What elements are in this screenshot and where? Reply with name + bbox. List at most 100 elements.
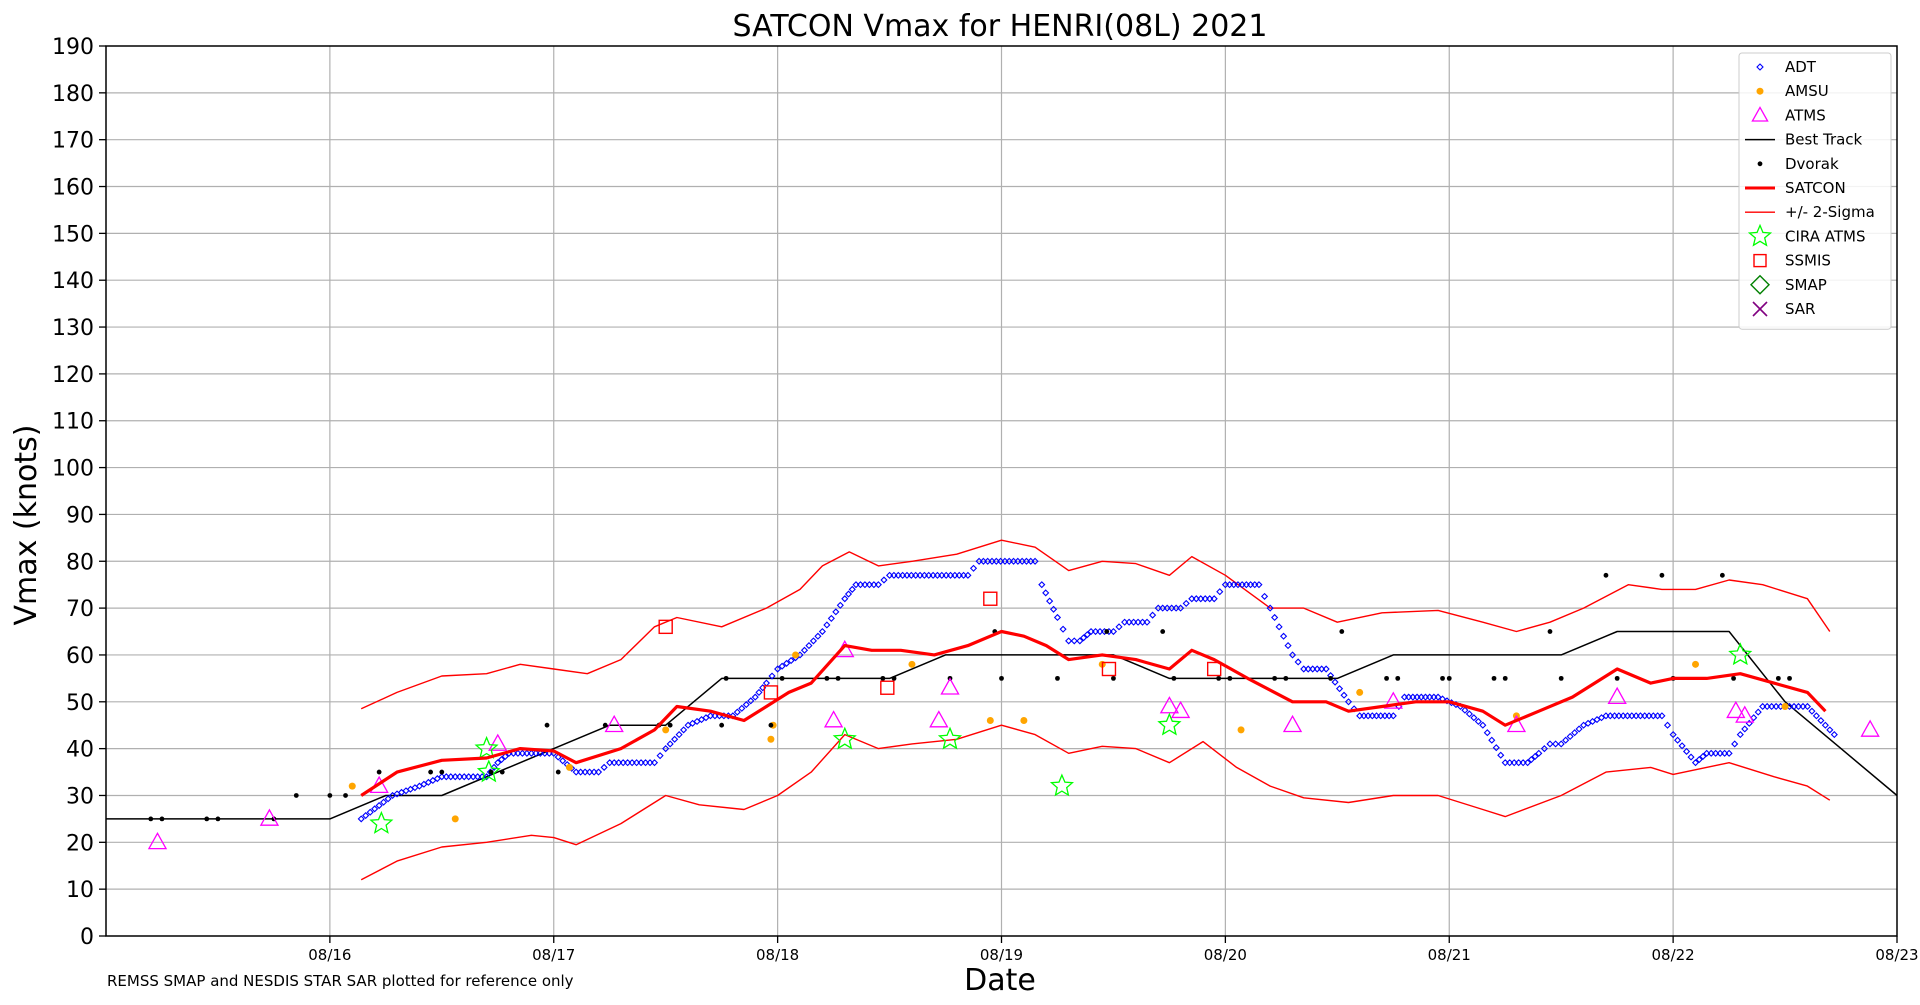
adt-point <box>1803 702 1812 711</box>
ssmis-point <box>1101 661 1117 677</box>
adt-point <box>1682 747 1691 756</box>
atms-point <box>1726 700 1746 719</box>
x-tick-label: 08/19 <box>980 946 1023 964</box>
adt-point <box>1808 707 1816 715</box>
y-tick-label: 40 <box>66 738 94 763</box>
adt-point <box>800 646 809 654</box>
adt-point <box>1741 725 1749 733</box>
adt-point <box>969 564 978 572</box>
atms-point <box>1170 700 1191 719</box>
smap-legend-marker <box>1750 274 1770 295</box>
y-tick-label: 180 <box>52 82 94 107</box>
cira-atms-series <box>369 642 1753 834</box>
adt-point <box>751 693 759 701</box>
dvorak-point <box>835 675 841 681</box>
adt-point <box>1266 604 1274 612</box>
adt-point <box>554 753 562 761</box>
plot-frame <box>105 45 1898 937</box>
adt-point <box>874 581 882 589</box>
dvorak-point <box>891 675 897 681</box>
adt-point <box>774 665 782 673</box>
adt-point <box>1535 749 1543 757</box>
y-tick-label: 190 <box>52 35 94 60</box>
adt-point <box>1275 623 1283 631</box>
adt-point <box>1687 753 1695 761</box>
amsu-point <box>1692 660 1700 668</box>
adt-point <box>1065 637 1073 645</box>
atms-point <box>823 710 844 728</box>
cira-atms-point <box>937 726 963 750</box>
adt-point <box>490 763 498 771</box>
adt-point <box>814 632 822 640</box>
adt-point <box>1465 710 1473 718</box>
legend-entry-cira: CIRA ATMS <box>1747 223 1865 247</box>
adt-point <box>1695 755 1703 764</box>
satcon-line <box>360 629 1827 797</box>
adt-point <box>662 745 670 753</box>
adt-point <box>1076 637 1084 645</box>
cira-atms-point <box>832 726 857 750</box>
adt-point <box>1434 693 1442 701</box>
adt-point <box>384 795 392 803</box>
adt-point <box>768 672 776 680</box>
cira-atms-point <box>1157 712 1182 736</box>
dvorak-point <box>159 816 165 822</box>
adt-point <box>1216 588 1224 596</box>
x-tick-label: 08/17 <box>532 946 575 964</box>
adt-point <box>823 621 831 629</box>
y-tick-label: 60 <box>66 644 94 669</box>
adt-point <box>848 585 856 593</box>
adt-point <box>1497 751 1505 759</box>
adt-point <box>1663 721 1672 729</box>
atms-point <box>604 714 624 733</box>
adt-point <box>832 608 840 616</box>
ssmis-point <box>983 591 998 606</box>
y-tick-label: 70 <box>66 597 94 622</box>
adt-point <box>1474 717 1482 726</box>
x-tick-label: 08/20 <box>1204 946 1247 964</box>
dvorak-point <box>1719 572 1725 578</box>
adt-point <box>357 815 365 823</box>
ssmis-point <box>658 619 673 635</box>
dvorak-point <box>1731 675 1736 681</box>
dvorak-point <box>204 816 210 822</box>
atms-point <box>1735 705 1755 723</box>
dvorak-point <box>215 816 221 822</box>
adt-point <box>671 735 679 743</box>
x-tick-label: 08/22 <box>1652 946 1695 964</box>
adt-point <box>1470 714 1478 722</box>
dvorak-point <box>1491 675 1497 681</box>
dvorak-point <box>293 793 299 798</box>
adt-point <box>1294 658 1302 666</box>
x-tick-label: 08/16 <box>308 946 351 964</box>
y-tick-label: 130 <box>52 316 94 341</box>
adt-point <box>1322 665 1330 673</box>
amsu-point <box>1237 726 1245 734</box>
adt-point <box>787 656 795 665</box>
dvorak-point <box>1171 675 1177 681</box>
cira-atms-legend-marker <box>1747 223 1773 247</box>
cira-atms-point <box>1728 642 1753 666</box>
y-tick-label: 80 <box>66 550 94 575</box>
adt-point <box>1571 729 1579 737</box>
adt-point <box>1461 706 1469 714</box>
adt-point <box>1059 625 1067 633</box>
ssmis-legend-marker <box>1753 253 1767 268</box>
legend-label: Dvorak <box>1785 155 1839 173</box>
adt-point <box>1070 637 1078 645</box>
adt-point <box>1821 721 1829 729</box>
dvorak-point <box>376 769 382 775</box>
dvorak-point <box>1395 675 1401 681</box>
dvorak-point <box>880 675 886 681</box>
legend-label: Best Track <box>1785 131 1863 149</box>
dvorak-point <box>1283 675 1289 681</box>
x-tick-labels: 08/16 08/17 08/18 08/19 08/20 08/21 08/22 08/23 <box>308 936 1919 964</box>
atms-point <box>1860 719 1880 737</box>
adt-series <box>357 557 1838 823</box>
chart-title: SATCON Vmax for HENRI(08L) 2021 <box>733 9 1268 44</box>
adt-point <box>494 759 502 767</box>
legend-entry-ssmis: SSMIS <box>1753 252 1831 270</box>
dvorak-point <box>1614 675 1620 681</box>
adt-point <box>1754 708 1762 716</box>
